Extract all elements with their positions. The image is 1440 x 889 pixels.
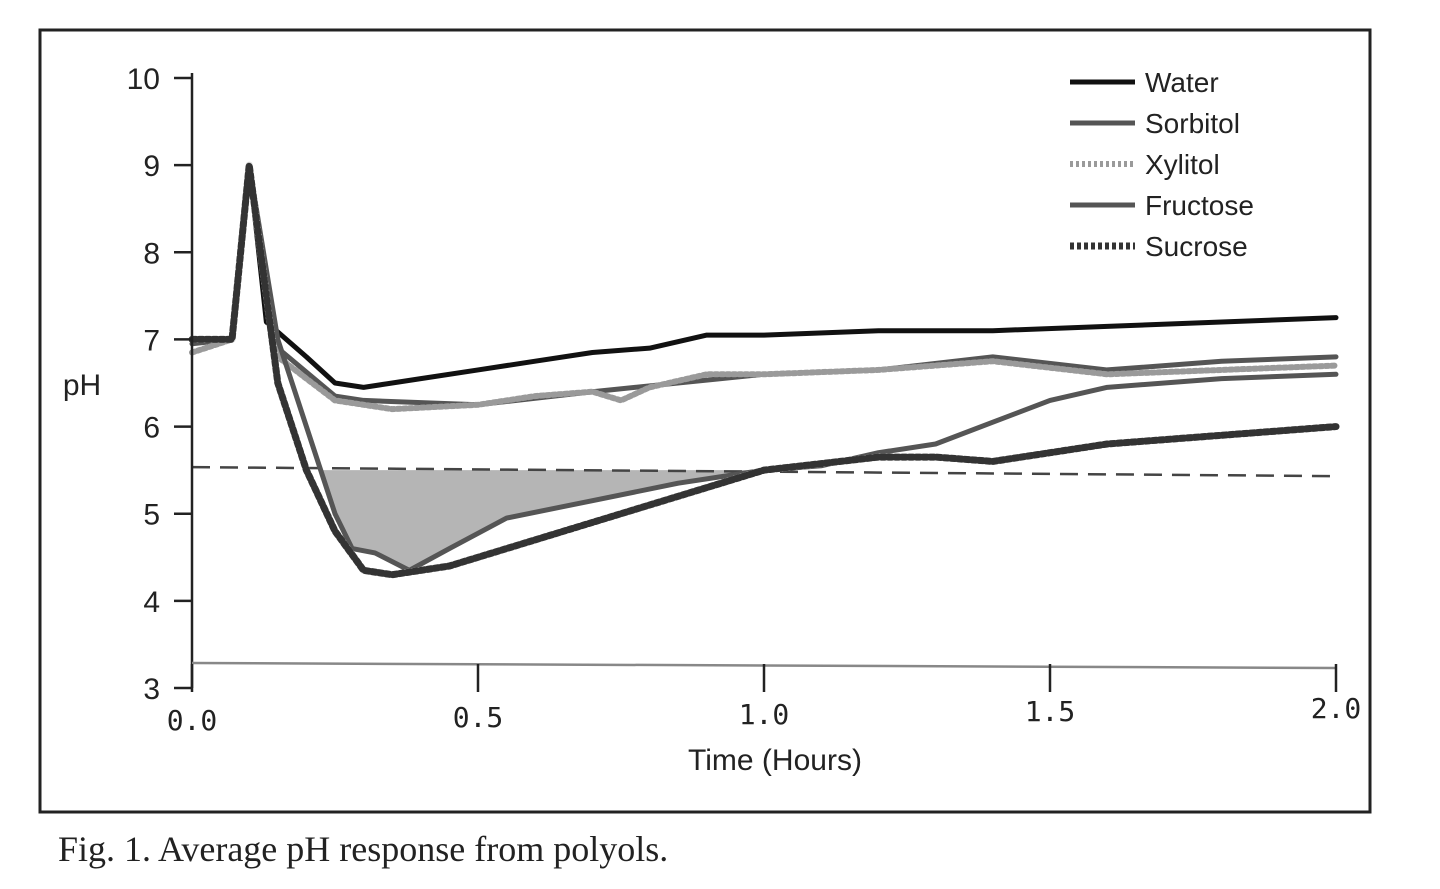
y-tick-label: 4 <box>143 586 160 619</box>
legend-label-sucrose: Sucrose <box>1145 231 1248 262</box>
y-tick-label: 3 <box>143 673 160 706</box>
y-tick-label: 6 <box>143 412 160 445</box>
x-tick-label: 1.0 <box>739 698 790 731</box>
y-tick-label: 5 <box>143 499 160 532</box>
y-axis-label: pH <box>63 369 101 402</box>
plot-area <box>188 161 1340 579</box>
y-tick-label: 9 <box>143 150 160 183</box>
y-tick-label: 10 <box>127 63 160 96</box>
legend-label-xylitol: Xylitol <box>1145 149 1220 180</box>
figure-frame <box>38 28 1372 814</box>
x-tick-label: 2.0 <box>1311 692 1362 725</box>
x-tick-label: 1.5 <box>1025 695 1076 728</box>
legend-label-fructose: Fructose <box>1145 190 1254 221</box>
figure-caption: Fig. 1. Average pH response from polyols… <box>58 829 669 869</box>
x-tick-label: 0.0 <box>167 704 218 737</box>
legend-label-water: Water <box>1145 67 1219 98</box>
x-axis-label: Time (Hours) <box>688 744 862 777</box>
shaded-region <box>320 470 762 571</box>
y-tick-label: 8 <box>143 237 160 270</box>
x-tick-label: 0.5 <box>453 701 504 734</box>
axes: 3 4 5 6 7 8 9 10 0.0 0.5 1.0 1.5 2.0 <box>127 63 1362 737</box>
series-line-fructose <box>189 162 1339 573</box>
legend: Water Sorbitol Xylitol Fructose Sucrose <box>1070 67 1254 262</box>
y-tick-label: 7 <box>143 324 160 357</box>
legend-label-sorbitol: Sorbitol <box>1145 108 1240 139</box>
series-line-sucrose <box>188 161 1340 579</box>
